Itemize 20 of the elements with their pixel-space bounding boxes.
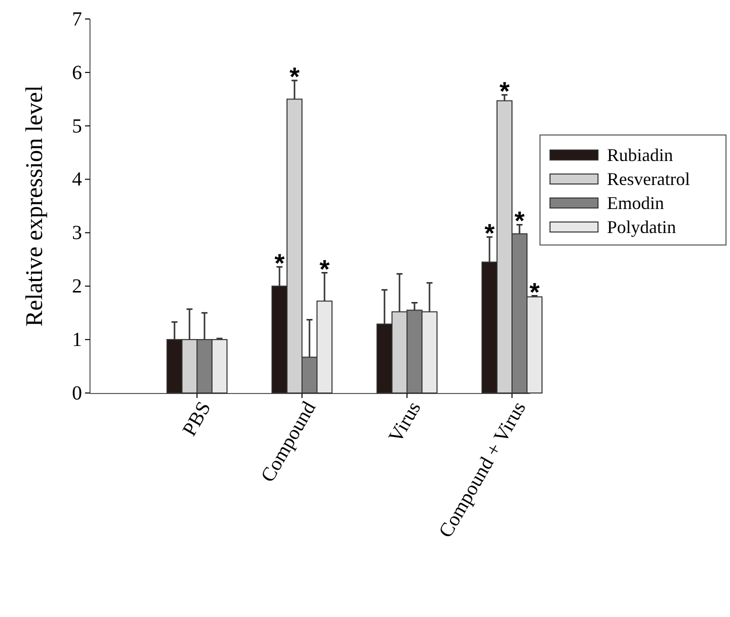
annotation: * — [484, 218, 496, 248]
annotation: * — [499, 76, 510, 106]
annotation: * — [529, 276, 540, 307]
legend-label: Rubiadin — [607, 145, 673, 165]
y-tick-label: 5 — [72, 115, 82, 138]
annotation: * — [319, 254, 330, 284]
y-tick-label: 7 — [72, 8, 82, 30]
legend-label: Emodin — [607, 193, 664, 213]
legend-label: Polydatin — [607, 217, 676, 237]
y-tick-label: 1 — [72, 328, 82, 351]
y-axis-title: Relative expression level — [22, 85, 48, 327]
y-tick-label: 3 — [72, 222, 82, 244]
annotation: * — [514, 206, 526, 236]
y-tick-label: 2 — [72, 276, 82, 298]
annotation: * — [274, 248, 286, 278]
annotation: * — [289, 61, 300, 92]
y-tick-label: 6 — [72, 62, 82, 84]
legend-label: Resveratrol — [607, 169, 690, 189]
y-tick-label: 0 — [72, 382, 82, 404]
y-tick-label: 4 — [72, 168, 82, 191]
